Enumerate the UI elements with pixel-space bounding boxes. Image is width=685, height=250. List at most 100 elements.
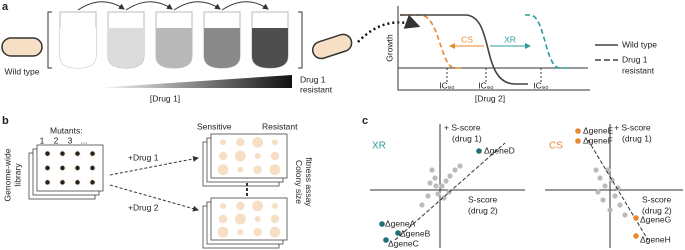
pin [60, 165, 65, 171]
colony [270, 214, 280, 224]
wild-type-label: Wild type [5, 66, 40, 76]
colony [253, 165, 262, 174]
mutant-number: 2 [54, 135, 59, 145]
colony [220, 139, 227, 146]
colony [270, 151, 280, 161]
point [607, 207, 613, 213]
point [457, 163, 463, 169]
highlight-point [476, 148, 482, 154]
bracket [47, 11, 52, 69]
panel-label: c [362, 115, 368, 127]
gene-label: ΔgeneF [583, 135, 613, 145]
point [595, 189, 601, 195]
bracket [298, 11, 303, 69]
legend-label: Drug 1 [622, 54, 648, 64]
tube-liquid [60, 28, 96, 68]
y-axis-label: Growth [384, 34, 394, 62]
dashed-arrow [109, 184, 199, 212]
colony [218, 151, 228, 161]
colony [217, 226, 229, 238]
x-axis-label: (drug 2) [468, 205, 498, 215]
dotted-arrow [357, 14, 421, 43]
legend-label: resistant [622, 65, 655, 75]
highlight-point [383, 237, 389, 243]
point [605, 167, 611, 173]
trend-line [394, 142, 506, 241]
colony [254, 153, 261, 159]
tube-liquid [204, 28, 240, 68]
colony [218, 214, 228, 224]
point [617, 202, 623, 208]
colony [252, 136, 264, 148]
y-axis-label: (drug 1) [622, 133, 652, 143]
resistant-curve-teal [525, 14, 570, 69]
mutant-number: 3 [68, 135, 73, 145]
y-axis-label: + S-score [614, 122, 651, 132]
mutant-number: 1 [40, 135, 45, 145]
colony [271, 202, 278, 209]
x-axis-label: [Drug 2] [475, 93, 505, 103]
tubes [59, 1, 289, 69]
highlight-point [633, 215, 639, 221]
colony [237, 166, 244, 173]
y-axis-label: (drug 1) [452, 133, 482, 143]
assay-label: Colony size [294, 160, 304, 204]
panel-label: b [2, 115, 9, 127]
pin [45, 165, 50, 171]
assay-label: fitness assay [304, 157, 314, 207]
point [447, 173, 453, 179]
tube-liquid [156, 28, 192, 68]
point [622, 212, 628, 218]
gene-label: ΔgeneG [640, 214, 671, 224]
x-axis-label: S-score [642, 194, 672, 204]
pin [90, 165, 95, 171]
x-axis-label: (drug 2) [642, 205, 672, 215]
highlight-point [575, 138, 581, 144]
drug1-axis-label: [Drug 1] [150, 93, 180, 103]
point [452, 167, 458, 173]
ic-label: IC₉₀ [533, 80, 549, 90]
colony [234, 213, 246, 225]
pin [60, 151, 65, 156]
colony [271, 139, 278, 146]
pin [60, 180, 65, 185]
resistant-cell [311, 33, 353, 60]
point [441, 195, 447, 201]
pin [75, 165, 80, 171]
panel-label: a [2, 1, 9, 13]
transfer-arrow [125, 1, 173, 11]
highlight-point [379, 221, 385, 227]
point [597, 175, 603, 181]
highlight-point [633, 233, 639, 239]
transfer-arrow [173, 1, 221, 11]
mutants-label: Mutants: [50, 125, 83, 135]
highlight-point [575, 128, 581, 134]
ic-label: IC₉₀ [439, 80, 455, 90]
colony [254, 216, 261, 222]
pin [45, 151, 50, 156]
colony [237, 229, 244, 236]
xr-label: XR [504, 34, 516, 44]
point [435, 191, 441, 197]
point [615, 185, 621, 191]
trend-line [587, 139, 649, 241]
axes [397, 6, 590, 91]
point [419, 202, 425, 208]
point [432, 175, 438, 181]
colony [236, 201, 245, 211]
legend-label: Wild type [622, 39, 657, 49]
pin [90, 180, 95, 185]
y-axis-label: + S-score [444, 122, 481, 132]
point [433, 183, 439, 189]
gene-label: ΔgeneH [640, 234, 671, 244]
colony [236, 138, 245, 147]
drug2-label: +Drug 2 [128, 202, 159, 212]
library-label: library [12, 163, 22, 187]
resistant-label: Resistant [262, 121, 298, 131]
point [593, 167, 599, 173]
x-axis-label: S-score [468, 194, 498, 204]
point [443, 178, 449, 184]
gene-label: ΔgeneC [388, 238, 419, 248]
transfer-arrow [221, 1, 269, 11]
